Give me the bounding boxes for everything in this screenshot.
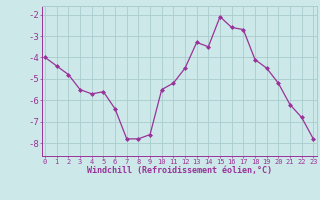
X-axis label: Windchill (Refroidissement éolien,°C): Windchill (Refroidissement éolien,°C) (87, 166, 272, 175)
